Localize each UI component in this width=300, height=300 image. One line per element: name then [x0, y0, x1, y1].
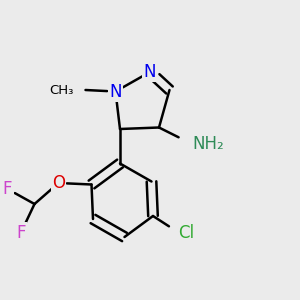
Text: O: O: [52, 174, 65, 192]
Text: F: F: [16, 224, 26, 242]
Text: Cl: Cl: [178, 224, 195, 242]
Text: F: F: [3, 180, 12, 198]
Text: N: N: [144, 63, 156, 81]
Text: CH₃: CH₃: [49, 83, 74, 97]
Text: N: N: [109, 82, 122, 100]
Text: NH₂: NH₂: [192, 135, 224, 153]
